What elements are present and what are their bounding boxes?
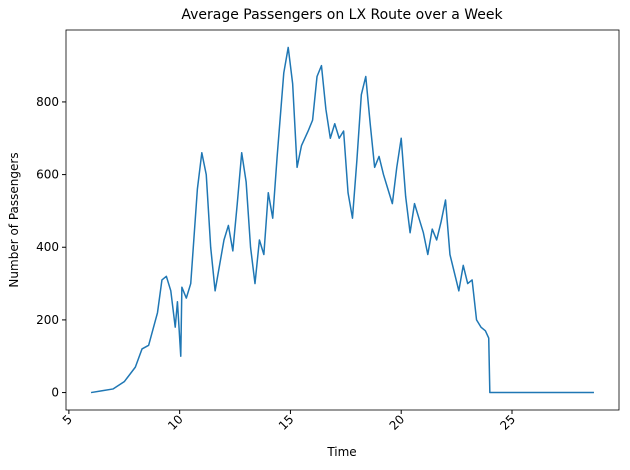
plot-frame	[65, 29, 620, 411]
y-tick-label: 0	[51, 386, 59, 400]
y-tick-label: 600	[36, 168, 59, 182]
x-tick-label: 5	[60, 412, 75, 427]
x-tick-label: 25	[497, 412, 518, 433]
y-tick-label: 200	[36, 313, 59, 327]
x-tick-label: 20	[387, 412, 408, 433]
y-tick-label: 400	[36, 240, 59, 254]
y-axis-label: Number of Passengers	[7, 152, 21, 287]
line-series	[90, 46, 594, 394]
x-tick-label: 15	[276, 412, 297, 433]
chart-title: Average Passengers on LX Route over a We…	[181, 7, 503, 23]
x-axis-label: Time	[326, 445, 356, 459]
y-tick-label: 800	[36, 95, 59, 109]
x-tick-label: 10	[165, 412, 186, 433]
